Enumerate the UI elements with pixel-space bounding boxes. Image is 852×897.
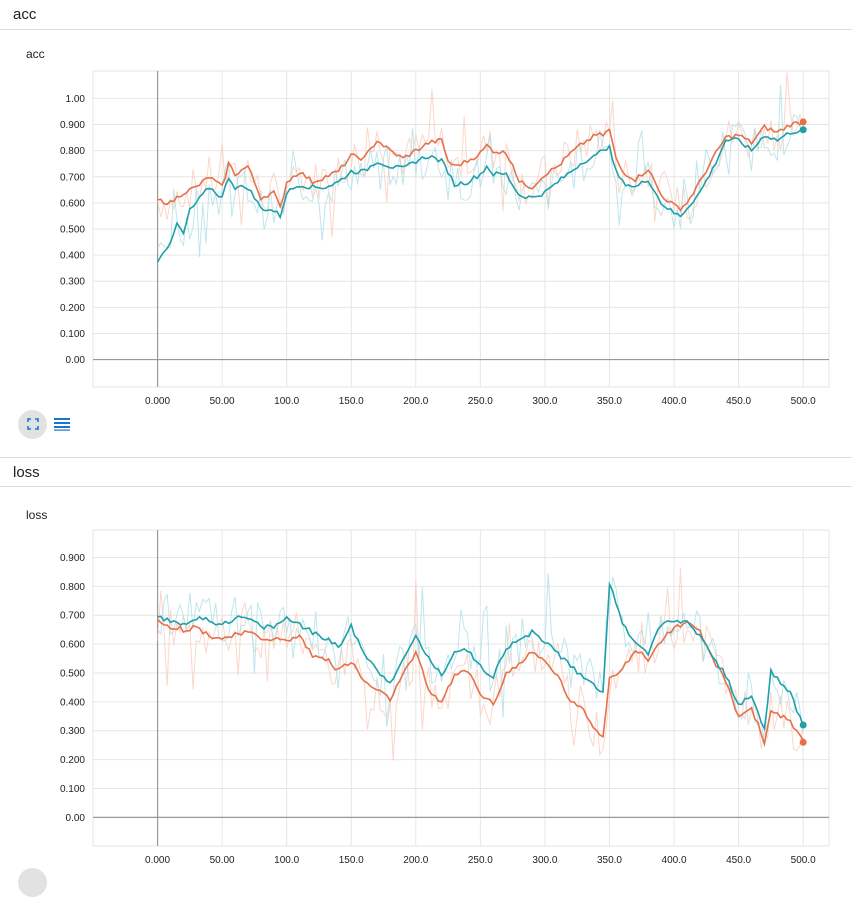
chart-title-acc: acc [26,47,45,61]
x-tick-label: 400.0 [662,396,687,407]
y-tick-label: 1.00 [66,94,86,105]
y-tick-label: 0.900 [60,120,85,131]
y-tick-label: 0.200 [60,303,85,314]
series-end-point [799,738,807,746]
chart-title-loss: loss [26,508,48,522]
x-tick-label: 450.0 [726,396,751,407]
x-tick-label: 500.0 [791,855,816,866]
toggle-data-table-button[interactable] [53,415,71,433]
list-icon [54,418,70,431]
y-tick-label: 0.800 [60,146,85,157]
raw-series-line [157,84,804,257]
y-tick-label: 0.900 [60,553,85,564]
y-tick-label: 0.400 [60,697,85,708]
y-tick-label: 0.700 [60,172,85,183]
x-tick-label: 400.0 [662,855,687,866]
series-line [157,619,804,748]
series-line [157,581,804,732]
x-tick-label: 0.000 [145,396,170,407]
series-end-point [799,126,807,134]
y-tick-label: 0.100 [60,784,85,795]
y-tick-label: 0.600 [60,640,85,651]
y-tick-label: 0.100 [60,329,85,340]
raw-series-line [157,72,804,238]
y-tick-label: 0.300 [60,726,85,737]
fullscreen-icon [26,418,39,430]
expand-chart-button-2[interactable] [18,868,47,897]
plot-frame [92,529,830,847]
x-tick-label: 300.0 [532,855,557,866]
y-tick-label: 0.400 [60,251,85,262]
x-tick-label: 350.0 [597,855,622,866]
x-tick-label: 100.0 [274,396,299,407]
y-tick-label: 0.00 [66,355,86,366]
x-tick-label: 0.000 [145,855,170,866]
x-tick-label: 250.0 [468,396,493,407]
section-header-loss[interactable]: loss [0,457,852,487]
x-tick-label: 200.0 [403,855,428,866]
loss-chart: 0.00 0.100 0.200 0.300 0.400 0.500 0.600 0.700 0… [60,529,830,866]
y-tick-label: 0.500 [60,225,85,236]
y-tick-label: 0.700 [60,611,85,622]
y-tick-label: 0.600 [60,198,85,209]
x-tick-label: 500.0 [791,396,816,407]
expand-chart-button[interactable] [18,409,47,439]
y-tick-label: 0.200 [60,755,85,766]
series-line [157,120,804,212]
y-tick-label: 0.300 [60,277,85,288]
y-tick-label: 0.500 [60,668,85,679]
x-tick-label: 50.00 [210,855,235,866]
x-tick-label: 300.0 [532,396,557,407]
raw-series-line [157,573,804,746]
y-tick-label: 0.800 [60,582,85,593]
x-tick-label: 150.0 [339,855,364,866]
x-tick-label: 50.00 [210,396,235,407]
x-tick-label: 450.0 [726,855,751,866]
x-tick-label: 200.0 [403,396,428,407]
x-tick-label: 100.0 [274,855,299,866]
series-end-point [799,118,807,126]
x-tick-label: 150.0 [339,396,364,407]
series-line [156,127,804,263]
x-tick-label: 350.0 [597,396,622,407]
section-header-acc[interactable]: acc [0,0,852,30]
x-tick-label: 250.0 [468,855,493,866]
acc-chart: 0.00 0.100 0.200 0.300 0.400 0.500 0.600 0.700 0… [60,70,830,407]
series-end-point [799,721,807,729]
y-tick-label: 0.00 [66,813,86,824]
